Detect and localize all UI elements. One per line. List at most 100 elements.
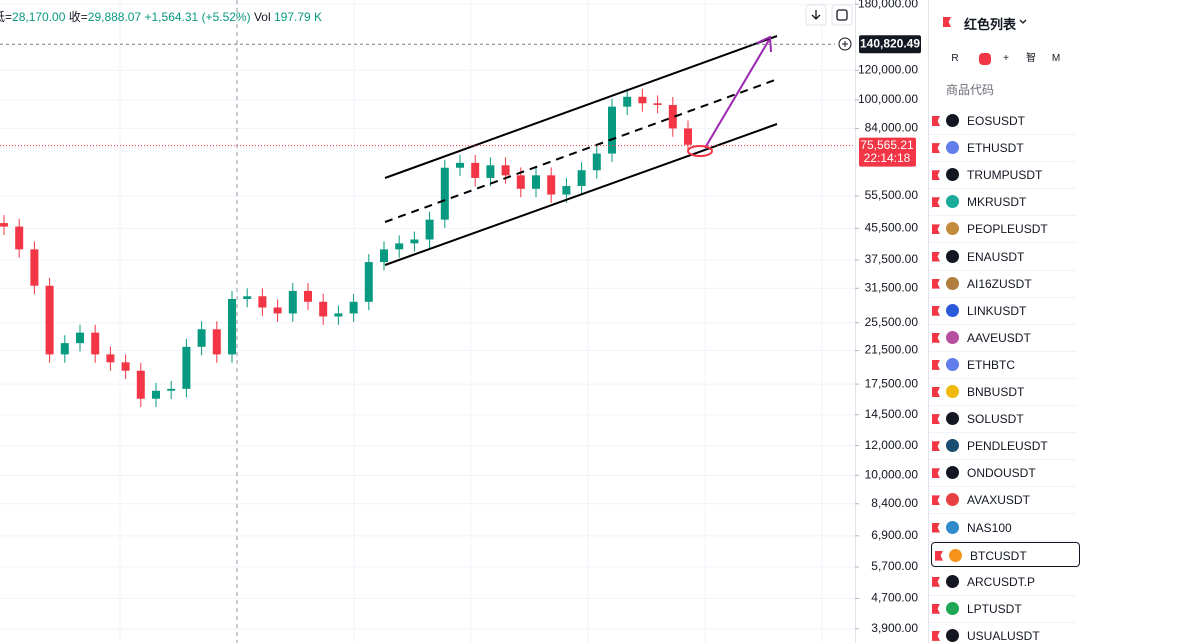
list-button[interactable]: M [1051,53,1061,64]
candle-body [501,165,510,176]
watchlist-row[interactable]: MKRUSDT [929,189,1077,217]
low-label: 低= [0,10,13,24]
candle-body [258,296,267,308]
list-button[interactable]: 智 [1026,53,1036,64]
candle-body [653,103,662,105]
coin-icon [949,548,962,562]
watchlist-row[interactable]: LPTUSDT [929,596,1077,623]
symbol: NAS100 [967,520,1012,535]
y-tick-label: 37,500.00 [865,252,919,266]
watchlist-row[interactable]: AVAXUSDT [929,487,1077,515]
row-flag [932,143,940,154]
watchlist-row[interactable]: AAVEUSDT [929,325,1077,352]
coin-icon [946,141,959,155]
y-tick-label: 55,500.00 [865,188,919,202]
candle-body [562,186,571,195]
y-tick-label: 5,700.00 [871,559,918,573]
symbol: ETHUSDT [967,141,1024,156]
watchlist-row[interactable]: BTCUSDT [931,541,1080,567]
reset-button[interactable] [831,4,853,26]
candle-body [91,332,100,355]
watchlist-row[interactable]: ETHBTC [929,352,1077,379]
candle-body [334,313,343,317]
last-price-box [859,137,916,167]
watchlist-row[interactable]: AI16ZUSDT [929,271,1077,298]
watchlist-row[interactable]: TRUMPUSDT [929,162,1077,190]
coin-icon [946,249,959,263]
watchlist-row[interactable]: ENAUSDT [929,244,1077,271]
candle-body [288,290,297,314]
channel-middle [384,79,776,223]
candle-body [0,223,8,227]
row-flag [932,441,940,452]
row-flag [932,630,940,641]
row-flag [932,414,940,425]
vol-value: 197.79 K [273,10,323,24]
plus-icon [842,41,848,47]
column-header: 商品代码 [946,83,995,97]
candle-body [182,346,191,389]
watchlist-row[interactable]: ARCUSDT.P [929,569,1077,596]
candle-body [319,301,328,317]
coin-icon [946,520,959,534]
watchlist-row[interactable]: EOSUSDT [929,108,1077,135]
coin-icon [946,168,959,182]
coin-icon [946,330,959,344]
y-tick-label: 120,000.00 [858,62,918,76]
last-price-label: 75,565.21 [860,138,914,152]
target-price-box [859,35,921,54]
symbol: LPTUSDT [967,601,1022,616]
symbol: EOSUSDT [967,114,1026,128]
candle-body [106,354,115,363]
list-button[interactable]: + [1003,53,1009,64]
coin-icon [946,385,959,398]
coin-icon [946,628,959,642]
symbol: PENDLEUSDT [967,439,1048,454]
coin-icon [946,466,959,480]
candle-body [532,175,540,189]
row-flag [932,170,940,181]
symbol: PEOPLEUSDT [967,222,1048,237]
candle-body [395,243,404,250]
y-tick-label: 100,000.00 [858,92,918,106]
watchlist-title[interactable]: 红色列表 [964,17,1017,32]
color-flag-button[interactable] [979,53,991,65]
list-flag [943,17,951,27]
candle-body [684,128,692,145]
candle-body [486,165,495,178]
down-arrow-icon [811,10,821,20]
watchlist-row[interactable]: LINKUSDT [929,298,1077,325]
watchlist-row[interactable]: SOLUSDT [929,406,1077,434]
candle-body [410,239,419,244]
candle-body [638,96,647,104]
watchlist-row[interactable]: USUALUSDT [929,623,1077,643]
watchlist-row[interactable]: ETHUSDT [929,135,1077,163]
row-flag [932,522,940,533]
watchlist-row[interactable]: PEOPLEUSDT [929,216,1077,244]
change: +1,564.31 [144,10,199,24]
row-flag [932,197,940,208]
symbol: SOLUSDT [967,412,1024,427]
y-tick-label: 10,000.00 [865,468,919,482]
row-flag [932,359,940,370]
coin-icon [946,412,959,426]
watchlist-row[interactable]: NAS100 [929,515,1077,542]
top-buttons[interactable] [805,4,853,51]
candle-body [167,388,176,391]
row-flag [932,495,940,506]
chevron[interactable] [1018,17,1028,27]
watchlist-row[interactable]: PENDLEUSDT [929,433,1077,461]
list-button[interactable]: R [951,53,959,64]
y-tick-label: 4,700.00 [871,591,918,605]
coin-icon [946,574,959,588]
row-flag [932,251,940,262]
y-tick-label: 180,000.00 [858,0,918,10]
drawings [384,35,778,266]
symbol: TRUMPUSDT [967,168,1043,183]
change-pct: (+5.52%) [201,10,251,24]
watchlist-row[interactable]: ONDOUSDT [929,460,1077,488]
watchlist-row[interactable]: BNBUSDT [929,379,1077,406]
channel-lower [384,123,778,266]
row-flag [932,224,940,235]
